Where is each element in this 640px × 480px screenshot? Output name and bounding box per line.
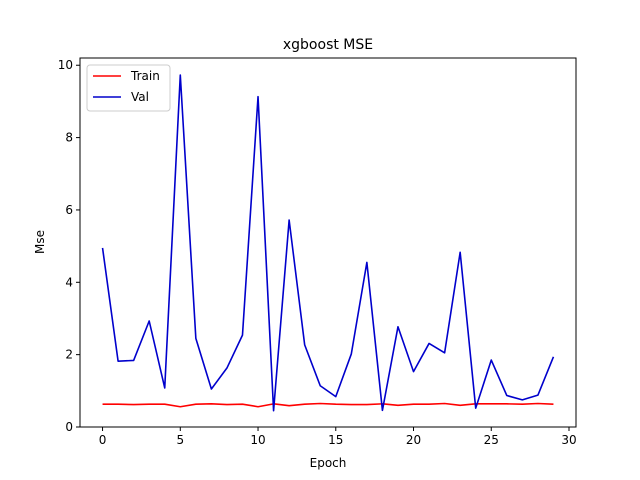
y-tick-label: 6	[65, 203, 73, 217]
plot-lines	[101, 74, 555, 412]
x-tick-label: 30	[561, 433, 576, 447]
chart-title: xgboost MSE	[283, 37, 373, 53]
x-tick-label: 10	[250, 433, 265, 447]
y-axis-ticks: 0 2 4 6 8 10	[58, 58, 80, 434]
y-tick-label: 0	[65, 420, 73, 434]
y-tick-label: 8	[65, 131, 73, 145]
legend-label-train: Train	[130, 69, 160, 83]
x-axis-ticks: 0 5 10 15 20 25 30	[99, 427, 577, 447]
y-axis-label: Mse	[33, 230, 47, 254]
y-tick-label: 10	[58, 58, 73, 72]
legend: Train Val	[86, 64, 171, 112]
x-tick-label: 0	[99, 433, 107, 447]
x-tick-label: 20	[406, 433, 421, 447]
legend-label-val: Val	[131, 90, 149, 104]
plot-frame	[79, 57, 577, 428]
x-tick-label: 5	[176, 433, 184, 447]
x-tick-label: 15	[328, 433, 343, 447]
series-line-train	[102, 402, 554, 408]
series-line-val	[101, 74, 555, 412]
x-tick-label: 25	[484, 433, 499, 447]
y-tick-label: 2	[65, 348, 73, 362]
x-axis-label: Epoch	[310, 456, 347, 470]
y-tick-label: 4	[65, 275, 73, 289]
